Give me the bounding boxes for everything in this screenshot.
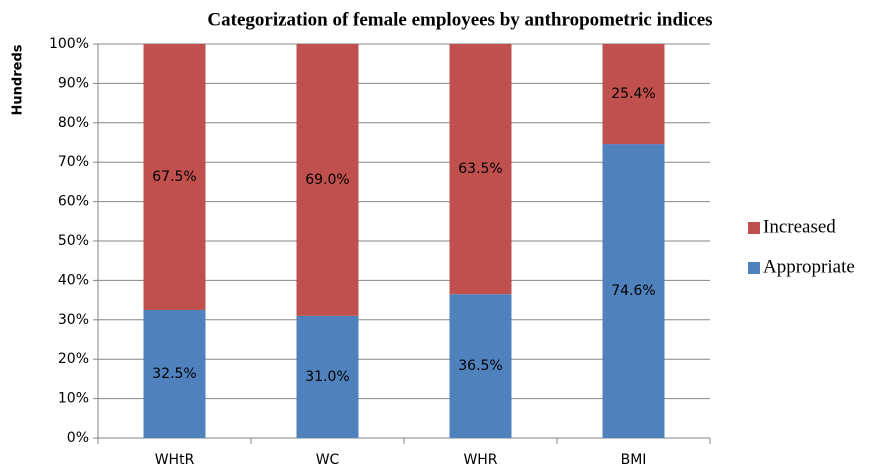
legend-label: Increased bbox=[763, 216, 836, 237]
y-tick-label: 20% bbox=[58, 351, 89, 367]
y-tick-label: 50% bbox=[58, 233, 89, 249]
data-label: 67.5% bbox=[152, 169, 196, 185]
chart-title: Categorization of female employees by an… bbox=[207, 9, 712, 30]
x-tick-label: WC bbox=[316, 452, 340, 468]
y-axis-label: Hundreds bbox=[11, 44, 26, 115]
data-label: 32.5% bbox=[152, 366, 196, 382]
y-tick-label: 0% bbox=[67, 430, 89, 446]
y-tick-label: 80% bbox=[58, 115, 89, 131]
legend-swatch bbox=[748, 222, 760, 234]
x-tick-label: WHtR bbox=[155, 452, 195, 468]
data-label: 69.0% bbox=[305, 172, 349, 188]
y-tick-label: 100% bbox=[49, 36, 89, 52]
bar-segment bbox=[449, 294, 512, 438]
data-label: 36.5% bbox=[458, 358, 502, 374]
y-tick-label: 70% bbox=[58, 154, 89, 170]
legend-swatch bbox=[748, 262, 760, 274]
data-label: 74.6% bbox=[611, 283, 655, 299]
y-tick-label: 30% bbox=[58, 312, 89, 328]
bar-segment bbox=[143, 309, 206, 438]
bar-segment bbox=[449, 44, 512, 295]
legend-label: Appropriate bbox=[763, 256, 855, 277]
data-label: 63.5% bbox=[458, 161, 502, 177]
x-tick-label: BMI bbox=[621, 452, 647, 468]
x-tick-label: WHR bbox=[463, 452, 497, 468]
bar-segment bbox=[143, 44, 206, 310]
bar-segment bbox=[602, 44, 665, 145]
y-tick-label: 40% bbox=[58, 272, 89, 288]
bar-segment bbox=[602, 144, 665, 439]
data-label: 25.4% bbox=[611, 86, 655, 102]
data-label: 31.0% bbox=[305, 369, 349, 385]
y-tick-label: 10% bbox=[58, 391, 89, 407]
bar-segment bbox=[296, 44, 359, 316]
y-tick-label: 60% bbox=[58, 194, 89, 210]
bar-segment bbox=[296, 315, 359, 438]
y-tick-label: 90% bbox=[58, 75, 89, 91]
